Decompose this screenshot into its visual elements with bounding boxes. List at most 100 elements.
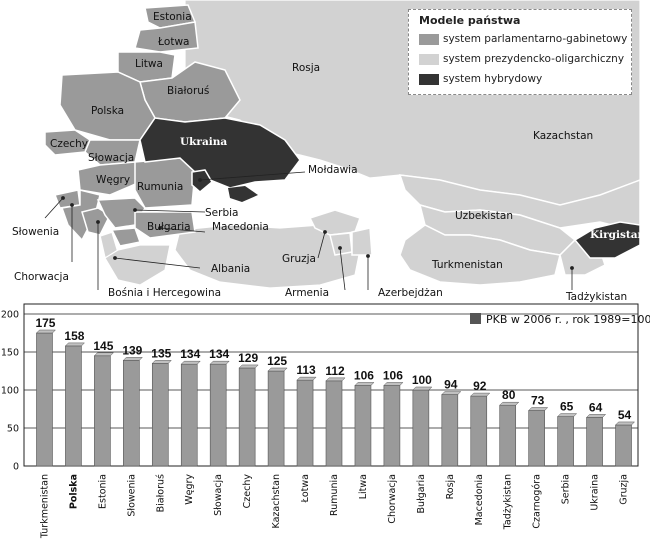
bar-top bbox=[122, 357, 143, 361]
bar bbox=[325, 380, 343, 467]
x-tick-label: Macedonia bbox=[474, 474, 485, 525]
bar bbox=[528, 410, 545, 467]
region-grecja bbox=[104, 244, 171, 286]
bar bbox=[470, 395, 488, 467]
bar-top bbox=[180, 360, 201, 365]
bar bbox=[383, 385, 401, 467]
chart-legend: PKB w 2006 r. , rok 1989=100 bbox=[470, 313, 650, 326]
bar bbox=[586, 417, 603, 467]
legend-swatch bbox=[419, 34, 439, 45]
bar bbox=[94, 355, 111, 467]
x-tick-label: Chorwacja bbox=[387, 474, 398, 524]
y-tick-label: 50 bbox=[7, 424, 19, 435]
map-label-rosja: Rosja bbox=[292, 62, 321, 74]
y-tick-label: 100 bbox=[1, 386, 19, 397]
value-label: 80 bbox=[502, 388, 516, 402]
bar bbox=[151, 363, 169, 467]
value-label: 145 bbox=[93, 339, 113, 353]
x-tick-label: Estonia bbox=[97, 474, 108, 509]
x-tick-label: Łotwa bbox=[300, 474, 311, 503]
value-label: 125 bbox=[267, 354, 287, 368]
map-label-azerbejdzan: Azerbejdżan bbox=[378, 287, 443, 299]
map-label-slowacja: Słowacja bbox=[88, 152, 135, 164]
value-label: 134 bbox=[209, 347, 229, 361]
bar-top bbox=[151, 360, 172, 364]
bar bbox=[441, 394, 459, 467]
bar bbox=[65, 345, 82, 467]
region-ukraina bbox=[139, 117, 301, 189]
map-label-estonia: Estonia bbox=[153, 11, 192, 23]
bar bbox=[238, 367, 256, 467]
map-label-turkmenistan: Turkmenistan bbox=[432, 259, 503, 271]
map-label-tadzykistan: Tadżykistan bbox=[566, 291, 628, 303]
bar bbox=[412, 389, 430, 467]
bar bbox=[296, 379, 314, 467]
bar bbox=[209, 363, 227, 467]
legend-swatch bbox=[419, 74, 439, 85]
x-tick-label: Litwa bbox=[358, 474, 369, 499]
bar bbox=[180, 363, 198, 467]
y-axis: 0 50 100 150 200 bbox=[1, 310, 19, 473]
bar bbox=[499, 404, 517, 467]
value-label: 73 bbox=[531, 394, 545, 408]
x-tick-label: Ukraina bbox=[590, 474, 601, 511]
bar-top bbox=[64, 342, 86, 347]
map-label-kirgistan: Kirgistan bbox=[590, 229, 646, 241]
bar bbox=[36, 332, 53, 467]
map-label-serbia: Serbia bbox=[205, 207, 239, 219]
value-label: 158 bbox=[64, 329, 84, 343]
chart-legend-label: PKB w 2006 r. , rok 1989=100 bbox=[486, 313, 650, 326]
map-label-bosnia: Bośnia i Hercegowina bbox=[108, 287, 222, 299]
region-turcja bbox=[174, 224, 361, 289]
region-macedonia bbox=[110, 227, 141, 247]
map-label-macedonia: Macedonia bbox=[212, 221, 269, 233]
map-label-kazachstan: Kazachstan bbox=[533, 130, 594, 142]
map-label-litwa: Litwa bbox=[135, 58, 163, 70]
region-krym bbox=[228, 186, 258, 202]
region-turkmenistan bbox=[399, 224, 561, 286]
bar-top bbox=[614, 421, 636, 426]
bar-top bbox=[267, 367, 288, 372]
region-lotwa bbox=[134, 21, 199, 53]
y-tick-label: 150 bbox=[1, 348, 19, 359]
value-label: 64 bbox=[589, 400, 603, 414]
region-chorwacja bbox=[60, 189, 101, 242]
bar-chart: 0 50 100 150 200 175 158 145 139 135 134 134 129 125… bbox=[1, 303, 639, 539]
bar-top bbox=[238, 364, 259, 369]
bar bbox=[615, 424, 632, 467]
x-tick-label: Słowenia bbox=[126, 474, 137, 517]
x-tick-label: Węgry bbox=[184, 474, 195, 505]
chart-legend-swatch bbox=[470, 313, 481, 324]
x-tick-label: Czechy bbox=[242, 474, 253, 509]
legend-swatch bbox=[419, 54, 439, 65]
legend-label: system parlamentarno-gabinetowy bbox=[443, 33, 628, 45]
map-label-lotwa: Łotwa bbox=[158, 36, 190, 48]
value-label: 134 bbox=[180, 347, 200, 361]
x-tick-label: Rumunia bbox=[329, 474, 340, 516]
bar bbox=[123, 360, 140, 467]
map-label-uzbekistan: Uzbekistan bbox=[455, 210, 513, 222]
x-tick-label: Słowacja bbox=[213, 474, 224, 516]
value-label: 135 bbox=[151, 346, 171, 360]
bar-top bbox=[209, 360, 230, 365]
x-tick-label: Białoruś bbox=[155, 474, 166, 512]
region-azerbejdzan bbox=[351, 227, 373, 256]
map-legend-title: Modele państwa bbox=[419, 14, 521, 27]
value-label: 100 bbox=[412, 373, 432, 387]
map-label-polska: Polska bbox=[91, 105, 125, 117]
map-label-wegry: Węgry bbox=[96, 174, 131, 186]
bar-top bbox=[557, 413, 578, 417]
region-bosnia bbox=[81, 207, 111, 236]
bars bbox=[35, 329, 636, 467]
map-label-bulgaria: Bułgaria bbox=[147, 221, 191, 233]
map-legend: Modele państwa system parlamentarno-gabi… bbox=[408, 9, 632, 95]
bar-top bbox=[383, 382, 404, 386]
x-tick-label: Turkmenistan bbox=[39, 474, 50, 539]
bar-top bbox=[35, 329, 57, 334]
x-tick-label: Czarnogóra bbox=[532, 474, 543, 529]
bar bbox=[354, 385, 372, 467]
map-label-bialorus: Białoruś bbox=[167, 85, 210, 97]
value-label: 139 bbox=[122, 343, 142, 357]
legend-label: system hybrydowy bbox=[443, 73, 543, 85]
